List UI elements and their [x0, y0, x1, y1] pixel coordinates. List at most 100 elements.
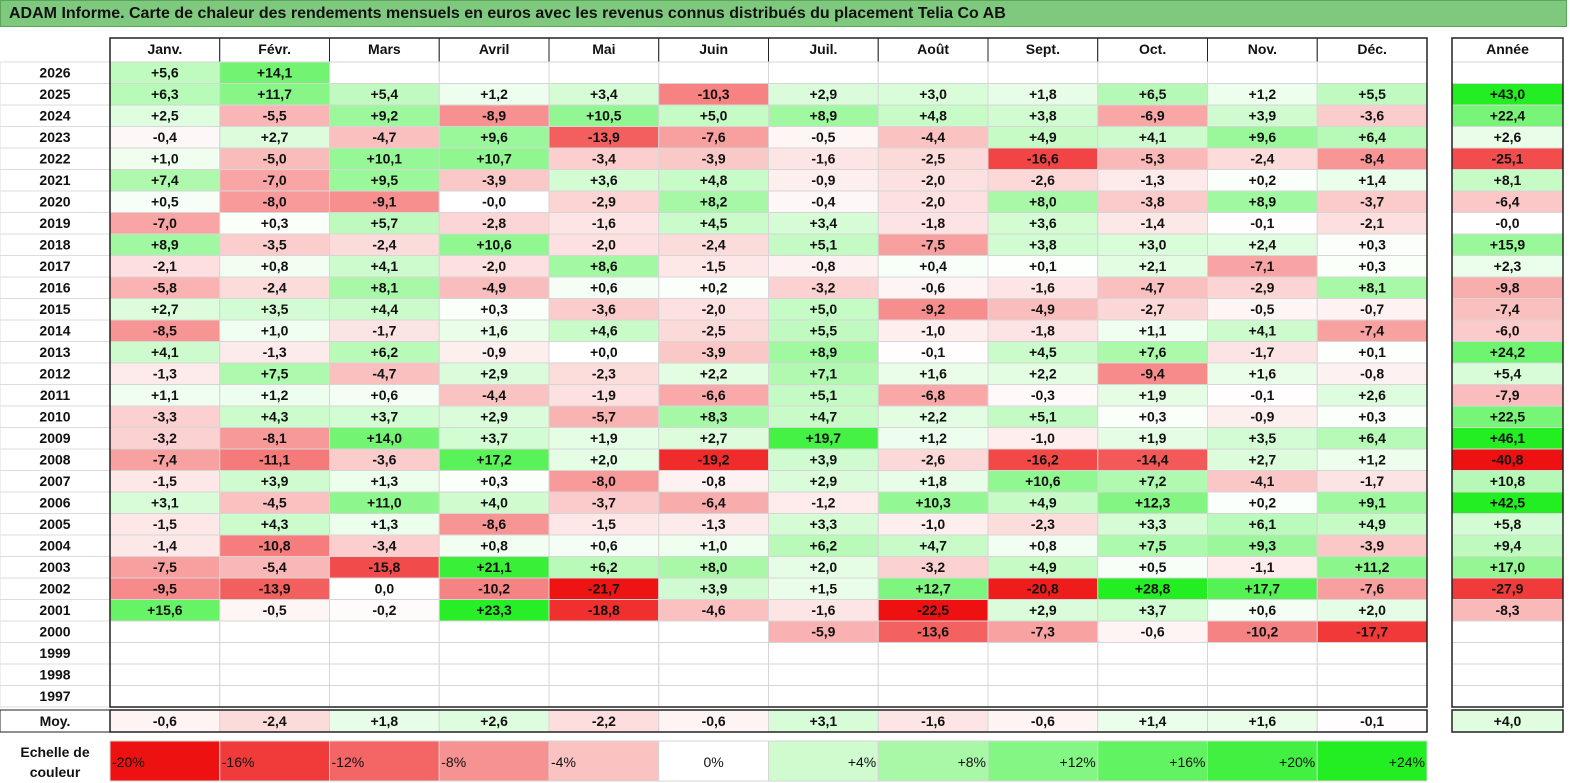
row-year-label: 2001: [39, 602, 70, 618]
heatmap-cell: [109, 685, 221, 708]
heatmap-cell: [658, 61, 769, 84]
chart-title: ADAM Informe. Carte de chaleur des rende…: [0, 0, 1567, 27]
cell-value: -9,1: [372, 194, 396, 210]
scale-step-label: 0%: [704, 754, 724, 770]
cell-value: -7,5: [153, 559, 177, 575]
row-year-label: 2017: [39, 258, 70, 274]
cell-value: -13,9: [588, 129, 620, 145]
cell-value: -9,5: [153, 581, 177, 597]
row-year-label: 2006: [39, 495, 70, 511]
cell-value: +7,1: [810, 366, 838, 382]
cell-value: -0,6: [921, 280, 945, 296]
cell-value: +10,5: [586, 108, 622, 124]
cell-value: -1,0: [921, 323, 945, 339]
heatmap-cell: [1316, 642, 1428, 665]
cell-value: -3,7: [1360, 194, 1384, 210]
cell-value: +4,1: [1249, 323, 1277, 339]
cell-value: -7,1: [1250, 258, 1274, 274]
cell-value: -18,8: [588, 602, 620, 618]
cell-value: -2,5: [921, 151, 945, 167]
cell-value: -1,5: [592, 516, 616, 532]
cell-value: +0,6: [1249, 602, 1277, 618]
cell-value: -0,4: [153, 129, 177, 145]
scale-step-label: +4%: [848, 754, 876, 770]
cell-value: +4,9: [1029, 495, 1057, 511]
cell-value: -1,0: [921, 516, 945, 532]
average-label: Moy.: [40, 713, 71, 729]
cell-value: -3,9: [702, 151, 726, 167]
month-header: Févr.: [258, 41, 291, 57]
row-year-label: 2016: [39, 280, 70, 296]
heatmap-cell: [1097, 642, 1208, 665]
cell-value: -0,1: [921, 344, 945, 360]
cell-value: +0,4: [919, 258, 947, 274]
cell-value: -3,4: [592, 151, 616, 167]
cell-value: +1,6: [919, 366, 947, 382]
cell-value: +3,0: [919, 86, 947, 102]
cell-value: +0,3: [1358, 409, 1386, 425]
average-value: -1,6: [921, 713, 945, 729]
row-year-label: 2009: [39, 430, 70, 446]
cell-value: +1,2: [919, 430, 947, 446]
cell-value: +4,6: [590, 323, 618, 339]
cell-value: -2,0: [921, 194, 945, 210]
cell-value: +5,5: [1358, 86, 1386, 102]
cell-value: +4,8: [700, 172, 728, 188]
cell-value: -21,7: [588, 581, 620, 597]
cell-value: +1,1: [1139, 323, 1167, 339]
cell-value: -1,4: [1141, 215, 1165, 231]
cell-value: +1,8: [1029, 86, 1057, 102]
cell-value: +7,4: [151, 172, 179, 188]
heatmap-cell: [548, 620, 660, 643]
cell-value: +2,2: [919, 409, 947, 425]
average-value: -0,1: [1360, 713, 1384, 729]
heatmap-cell: [1097, 61, 1208, 84]
cell-value: +1,9: [1139, 430, 1167, 446]
heatmap-cell: [329, 642, 440, 665]
cell-value: -7,6: [702, 129, 726, 145]
cell-value: -5,3: [1141, 151, 1165, 167]
cell-value: -20,8: [1027, 581, 1059, 597]
cell-value: +2,7: [1249, 452, 1277, 468]
cell-value: +3,7: [1139, 602, 1167, 618]
row-year-label: 1999: [39, 645, 70, 661]
cell-value: -8,0: [263, 194, 287, 210]
cell-value: +2,9: [1029, 602, 1057, 618]
cell-value: +28,8: [1135, 581, 1171, 597]
cell-value: -0,5: [263, 602, 287, 618]
row-year-label: 2013: [39, 344, 70, 360]
cell-value: -1,5: [153, 473, 177, 489]
annual-value: +22,5: [1490, 409, 1526, 425]
cell-value: +1,2: [261, 387, 289, 403]
cell-value: -16,2: [1027, 452, 1059, 468]
cell-value: +4,1: [151, 344, 179, 360]
cell-value: -0,0: [482, 194, 506, 210]
cell-value: -3,8: [1141, 194, 1165, 210]
cell-value: +0,6: [590, 280, 618, 296]
cell-value: +2,9: [480, 409, 508, 425]
annual-value: +5,8: [1494, 516, 1522, 532]
heatmap-cell: [548, 642, 660, 665]
cell-value: +11,0: [367, 495, 402, 511]
cell-value: +4,0: [480, 495, 508, 511]
cell-value: -2,9: [1250, 280, 1274, 296]
cell-value: +0,3: [480, 473, 508, 489]
cell-value: +1,2: [1358, 452, 1386, 468]
scale-step-label: -16%: [222, 754, 255, 770]
average-row-border: [109, 709, 1428, 733]
cell-value: +0,2: [700, 280, 728, 296]
annual-value: -7,4: [1495, 301, 1519, 317]
scale-swatch: [658, 740, 769, 782]
cell-value: +6,1: [1249, 516, 1277, 532]
cell-value: -1,5: [153, 516, 177, 532]
cell-value: -1,2: [811, 495, 835, 511]
cell-value: -2,4: [372, 237, 396, 253]
annual-value: +43,0: [1490, 86, 1526, 102]
cell-value: +5,1: [810, 237, 838, 253]
cell-value: -3,5: [263, 237, 287, 253]
row-year-label: 2002: [39, 581, 70, 597]
annual-value: +2,6: [1494, 129, 1522, 145]
annual-value: +42,5: [1490, 495, 1526, 511]
cell-value: +7,2: [1139, 473, 1167, 489]
